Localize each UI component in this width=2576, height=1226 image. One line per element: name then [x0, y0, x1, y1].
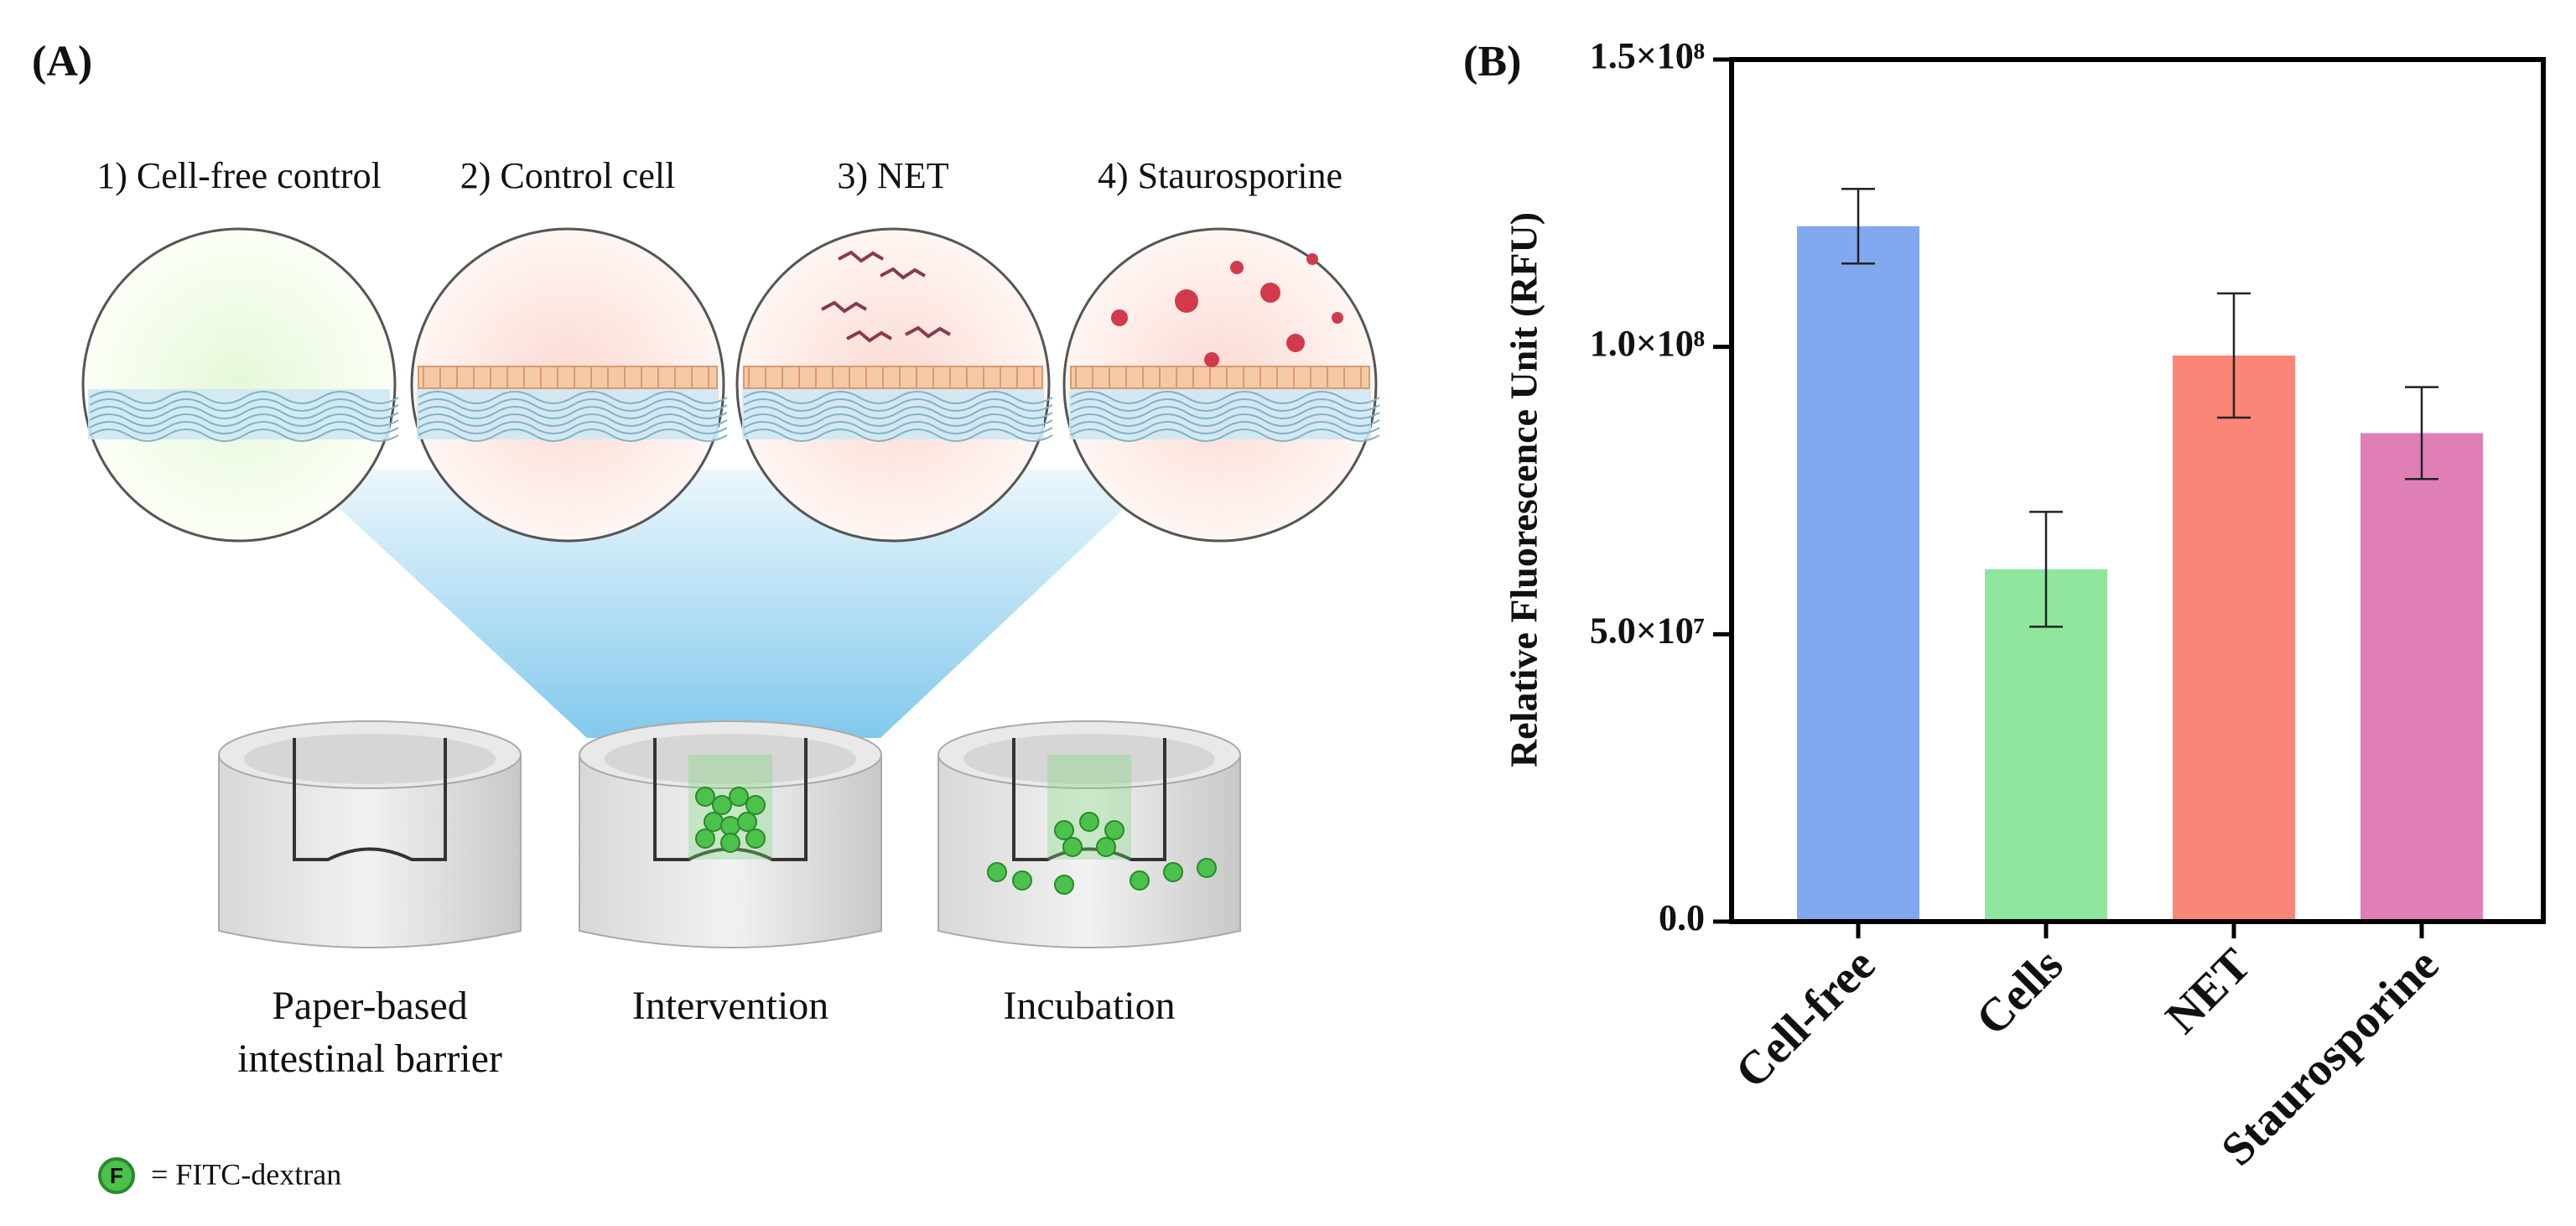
dextran-particle: [1062, 837, 1083, 857]
cell-layer: [418, 366, 718, 389]
dextran-particle: [1104, 820, 1124, 840]
fiber: [1070, 429, 1380, 442]
net-fiber: [838, 250, 885, 263]
fiber: [1070, 421, 1380, 434]
fiber: [418, 398, 728, 412]
insert: [293, 738, 447, 861]
dextran-particle: [1163, 862, 1183, 882]
y-tick-label: 1.0×10⁸: [1590, 323, 1705, 364]
dextran-particle: [720, 833, 740, 853]
fiber: [1070, 406, 1380, 419]
fiber: [418, 413, 728, 427]
dextran-particle: [1054, 820, 1074, 840]
fiber: [89, 429, 399, 442]
dextran-particle: [1096, 837, 1116, 857]
fiber: [1070, 413, 1380, 427]
apoptotic-body: [1204, 352, 1219, 367]
net-fiber: [905, 325, 952, 339]
bar: [1797, 226, 1919, 922]
fiber: [1070, 391, 1380, 404]
well-inner: [963, 734, 1215, 784]
fiber: [89, 398, 399, 412]
fiber: [743, 398, 1053, 412]
legend-text: = FITC-dextran: [151, 1157, 341, 1191]
dextran-particle: [1079, 812, 1099, 832]
y-tick-label: 5.0×10⁷: [1590, 610, 1705, 651]
dextran-particle: [745, 829, 766, 849]
apoptotic-body: [1111, 309, 1128, 326]
dextran-particle: [1130, 870, 1150, 891]
well-inner: [605, 734, 856, 784]
apoptotic-body: [1230, 261, 1244, 274]
fiber: [1070, 398, 1380, 412]
step-label: intestinal barrier: [237, 1036, 502, 1081]
fiber: [89, 406, 399, 419]
bar: [2360, 433, 2483, 922]
step-label: Paper-based: [272, 984, 468, 1028]
fiber: [743, 391, 1053, 404]
apoptotic-body: [1175, 289, 1198, 313]
fiber: [743, 406, 1053, 419]
fiber: [418, 391, 728, 404]
dextran-particle: [712, 795, 732, 815]
zoom-circle: [81, 227, 397, 543]
panel-a: 1) Cell-free control 2) Control cell 3) NE…: [81, 155, 1380, 1194]
condition-label: 3) NET: [837, 155, 948, 196]
apoptotic-body: [1332, 312, 1343, 324]
dextran-particle: [695, 829, 715, 849]
apoptotic-body: [1306, 253, 1318, 265]
dextran-particle: [695, 787, 715, 807]
legend-icon-circle: [98, 1157, 135, 1194]
panel-label: (B): [1463, 38, 1521, 86]
apoptotic-body: [1286, 334, 1305, 352]
fiber: [418, 429, 728, 442]
bar: [1985, 569, 2107, 922]
dextran-particle: [729, 787, 749, 807]
cell-layer: [743, 366, 1043, 389]
fiber: [89, 413, 399, 427]
fiber: [418, 406, 728, 419]
fiber: [743, 421, 1053, 434]
x-tick-label: Cell-free: [1726, 938, 1885, 1098]
well-inner: [244, 734, 496, 784]
dextran-particle: [720, 816, 740, 836]
dextran-particle: [704, 812, 724, 832]
fiber: [743, 413, 1053, 427]
dextran-particle: [987, 862, 1007, 882]
dextran-particle: [745, 795, 766, 815]
step-label: Incubation: [1003, 984, 1175, 1028]
chart: 0.0 5.0×10⁷ 1.0×10⁸ 1.5×10⁸ Cell-free Cells NE…: [1590, 35, 2546, 1176]
dextran-solution: [1047, 755, 1131, 860]
condition-label: 2) Control cell: [460, 155, 676, 196]
fiber: [418, 421, 728, 434]
zoom-beam: [298, 470, 1166, 738]
step-label: Intervention: [632, 984, 829, 1028]
dextran-particle: [737, 812, 757, 832]
condition-label: 1) Cell-free control: [96, 155, 382, 196]
net-fiber: [846, 330, 893, 343]
net-fiber: [821, 300, 868, 314]
fiber: [743, 429, 1053, 442]
fiber: [89, 421, 399, 434]
plot-frame: [1729, 57, 2546, 924]
apoptotic-body: [1260, 283, 1280, 303]
cell-layer: [1070, 366, 1370, 389]
bar: [2173, 355, 2295, 922]
legend-icon-letter: F: [110, 1163, 123, 1188]
fiber: [89, 391, 399, 404]
dextran-particle: [1012, 870, 1032, 891]
dextran-particle: [1054, 875, 1074, 895]
x-tick-label: NET: [2156, 938, 2261, 1043]
y-tick-label: 1.5×10⁸: [1590, 35, 1705, 76]
condition-label: 4) Staurosporine: [1098, 155, 1343, 196]
y-axis-label: Relative Fluorescence Unit (RFU): [1503, 212, 1545, 767]
y-tick-label: 0.0: [1659, 897, 1705, 938]
panel-label: (A): [32, 38, 92, 86]
x-tick-label: Cells: [1966, 938, 2073, 1045]
net-fiber: [880, 267, 927, 280]
insert: [1012, 738, 1166, 861]
dextran-particle: [1197, 858, 1217, 878]
